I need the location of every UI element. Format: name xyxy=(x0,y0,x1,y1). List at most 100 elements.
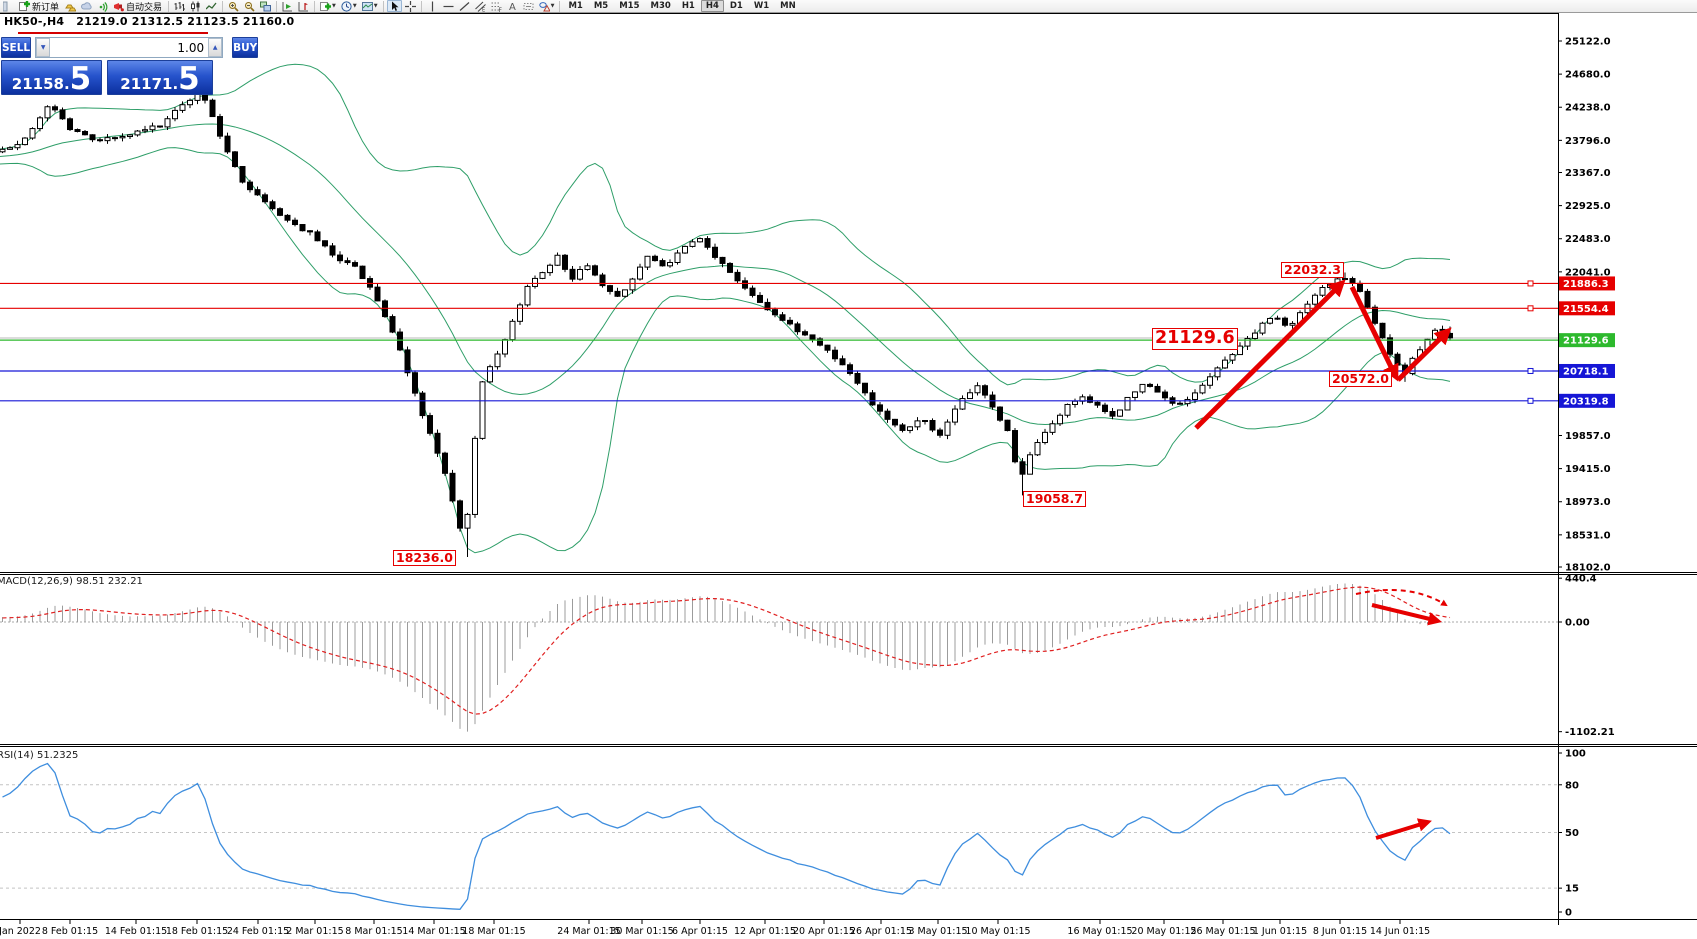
macd-pane xyxy=(0,583,1558,732)
text-button[interactable]: A xyxy=(505,0,520,13)
timeframe-m1-button[interactable]: M1 xyxy=(568,1,583,11)
crosshair-button[interactable] xyxy=(403,0,418,12)
macd-label: MACD(12,26,9) 98.51 232.21 xyxy=(0,576,143,587)
cloud-icon xyxy=(81,1,92,12)
new-order-button[interactable]: 新订单 xyxy=(17,0,62,12)
chevron-down-icon: ▼ xyxy=(373,2,378,9)
shapes-button[interactable]: ▼ xyxy=(537,0,557,12)
chevron-down-icon: ▼ xyxy=(332,2,336,9)
chevron-down-icon: ▼ xyxy=(550,2,555,9)
timeframe-m15-button[interactable]: M15 xyxy=(619,1,640,11)
fibo-icon: F xyxy=(491,1,502,12)
equidistant-channel-button[interactable]: E xyxy=(473,0,488,12)
bar-chart-button[interactable] xyxy=(172,0,187,12)
chart-canvas[interactable]: 25122.0 24680.0 24238.0 23796.0 23367.0 22925… xyxy=(0,13,1697,939)
price-axis-tick: 18973.0 xyxy=(1565,497,1611,508)
price-annotation-box[interactable]: 20572.0 xyxy=(1329,371,1392,387)
zoom-out-button[interactable] xyxy=(242,0,257,12)
timeframe-d1-button[interactable]: D1 xyxy=(729,1,743,11)
time-axis-label: 26 Apr 01:15 xyxy=(850,926,912,937)
price-annotation-box[interactable]: 21129.6 xyxy=(1152,328,1238,350)
auto-scroll-icon xyxy=(282,1,293,12)
volume-increase-button[interactable]: ▲ xyxy=(208,38,223,57)
macd-signal-line xyxy=(2,586,1451,715)
price-annotation-box[interactable]: 19058.7 xyxy=(1023,491,1086,507)
svg-text:E: E xyxy=(482,7,485,12)
rsi-axis-tick: 0 xyxy=(1565,908,1572,919)
price-axis-tick: 24680.0 xyxy=(1565,70,1611,81)
volume-decrease-button[interactable]: ▼ xyxy=(36,38,51,57)
cloud-button[interactable] xyxy=(79,0,94,12)
timeframe-mn-button[interactable]: MN xyxy=(780,1,796,11)
timeframe-w1-button[interactable]: W1 xyxy=(753,1,770,11)
price-annotation-box[interactable]: 18236.0 xyxy=(393,550,456,566)
vertical-line-button[interactable] xyxy=(425,0,440,12)
buy-price-display[interactable]: 21171. 5 xyxy=(107,60,213,95)
auto-scroll-button[interactable] xyxy=(280,0,295,12)
price-annotation-box[interactable]: 22032.3 xyxy=(1281,262,1344,278)
candle-chart-button[interactable] xyxy=(188,0,203,12)
timeframe-m5-button[interactable]: M5 xyxy=(593,1,609,11)
time-axis-label: 10 May 01:15 xyxy=(965,926,1030,937)
templates-button[interactable]: ▼ xyxy=(360,0,380,12)
periods-button[interactable]: ▼ xyxy=(339,0,359,12)
volume-stepper: ▼ ▲ xyxy=(35,37,224,58)
line-chart-button[interactable] xyxy=(204,0,219,12)
chart-title: HK50-,H4 21219.0 21312.5 21123.5 21160.0 xyxy=(4,15,294,28)
trendline-button[interactable] xyxy=(457,0,472,12)
cursor-button[interactable] xyxy=(386,0,402,12)
linechart-icon xyxy=(205,1,217,12)
autotrading-button[interactable]: 自动交易 xyxy=(111,0,165,12)
signals-button[interactable] xyxy=(95,0,110,12)
market-watch-button[interactable] xyxy=(63,0,78,12)
autotrading-button-label: 自动交易 xyxy=(126,2,163,13)
price-axis-tick: 23796.0 xyxy=(1565,136,1611,147)
indicators-icon xyxy=(320,1,332,12)
timeframe-m30-button[interactable]: M30 xyxy=(650,1,671,11)
zoom-out-icon xyxy=(244,1,255,12)
chart-shift-button[interactable] xyxy=(296,0,311,12)
price-axis-tick: 19415.0 xyxy=(1565,464,1611,475)
trendline-icon xyxy=(459,1,470,12)
price-axis-tick: 23367.0 xyxy=(1565,168,1611,179)
timeframe-h4-button[interactable]: H4 xyxy=(700,0,724,12)
chart-shift-icon xyxy=(298,1,309,12)
sell-button[interactable]: SELL xyxy=(1,37,32,58)
price-axis-tick: 22483.0 xyxy=(1565,234,1611,245)
zoom-in-button[interactable] xyxy=(226,0,241,12)
time-axis-label: 20 Apr 01:15 xyxy=(793,926,855,937)
time-axis-label: 14 Jun 01:15 xyxy=(1370,926,1430,937)
buy-price-pip: 5 xyxy=(178,61,200,97)
buy-button[interactable]: BUY xyxy=(232,37,259,58)
horizontal-line-button[interactable] xyxy=(441,0,456,12)
new-order-icon xyxy=(19,0,30,12)
trend-arrow xyxy=(1371,603,1442,626)
rsi-line xyxy=(2,762,1451,910)
time-axis-label: 3 May 01:15 xyxy=(908,926,967,937)
time-axis-label: 6 Apr 01:15 xyxy=(672,926,728,937)
timeframe-h1-button[interactable]: H1 xyxy=(681,1,695,11)
gold-icon xyxy=(65,1,77,12)
clipped-toolbar-button[interactable] xyxy=(1,0,16,12)
fibonacci-button[interactable]: F xyxy=(489,0,504,12)
trend-arrows[interactable] xyxy=(1194,279,1452,840)
toolbar-separator xyxy=(222,0,224,12)
rsi-axis-tick: 100 xyxy=(1565,749,1586,760)
tile-windows-button[interactable] xyxy=(258,0,273,12)
time-axis-label: 18 Mar 01:15 xyxy=(462,926,525,937)
trend-arrow xyxy=(1349,285,1399,382)
sell-price-display[interactable]: 21158. 5 xyxy=(1,60,102,95)
volume-input[interactable] xyxy=(50,38,209,57)
indicators-button[interactable]: ▼ xyxy=(318,0,338,12)
sell-price-pip: 5 xyxy=(69,61,92,97)
vline-icon xyxy=(427,1,438,12)
megaphone-icon xyxy=(113,1,124,12)
label-button[interactable] xyxy=(521,0,536,12)
rsi-axis-tick: 15 xyxy=(1565,884,1579,895)
price-axis-tick: 18102.0 xyxy=(1565,563,1611,574)
time-axis-label: 2 Mar 01:15 xyxy=(286,926,343,937)
level-price-label: 21886.3 xyxy=(1563,279,1609,290)
label-icon xyxy=(523,1,534,12)
time-axis-label: Jan 2022 xyxy=(0,926,41,937)
